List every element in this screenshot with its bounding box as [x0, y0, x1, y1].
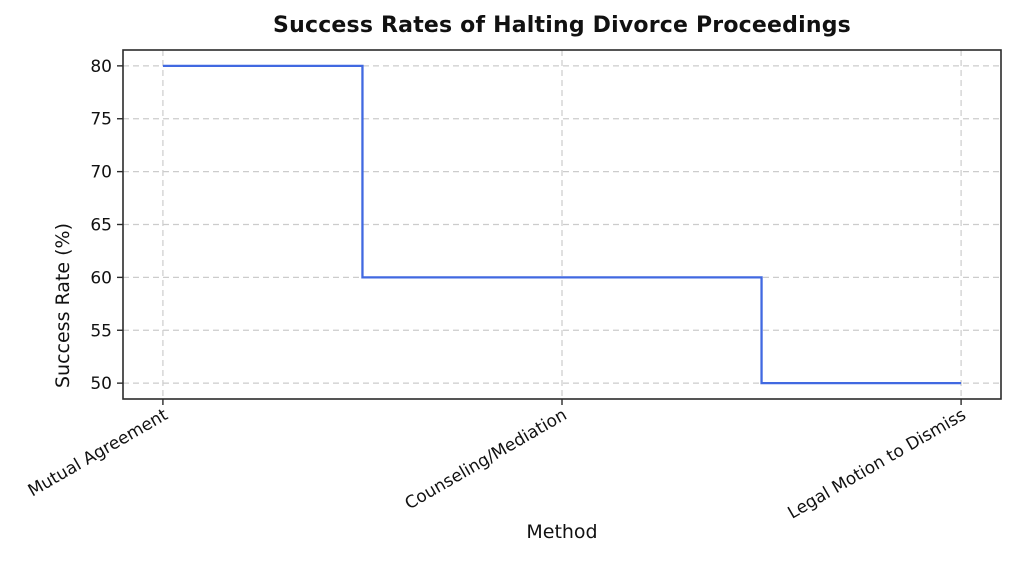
y-tick-label: 80 — [90, 57, 112, 77]
x-axis-label: Method — [526, 521, 598, 543]
y-tick-label: 50 — [90, 374, 112, 394]
y-tick-label: 60 — [90, 268, 112, 288]
x-tick-label: Counseling/Mediation — [402, 405, 571, 514]
x-tick-label: Mutual Agreement — [25, 405, 172, 501]
y-tick-label: 65 — [90, 216, 112, 236]
y-axis-label-text: Success Rate (%) — [52, 222, 74, 389]
step-line — [162, 64, 962, 385]
y-tick-label: 70 — [90, 163, 112, 183]
chart-title: Success Rates of Halting Divorce Proceed… — [273, 13, 851, 38]
y-tick-label: 75 — [90, 110, 112, 130]
x-tick-label: Legal Motion to Dismiss — [785, 405, 970, 523]
y-tick-label: 55 — [90, 321, 112, 341]
